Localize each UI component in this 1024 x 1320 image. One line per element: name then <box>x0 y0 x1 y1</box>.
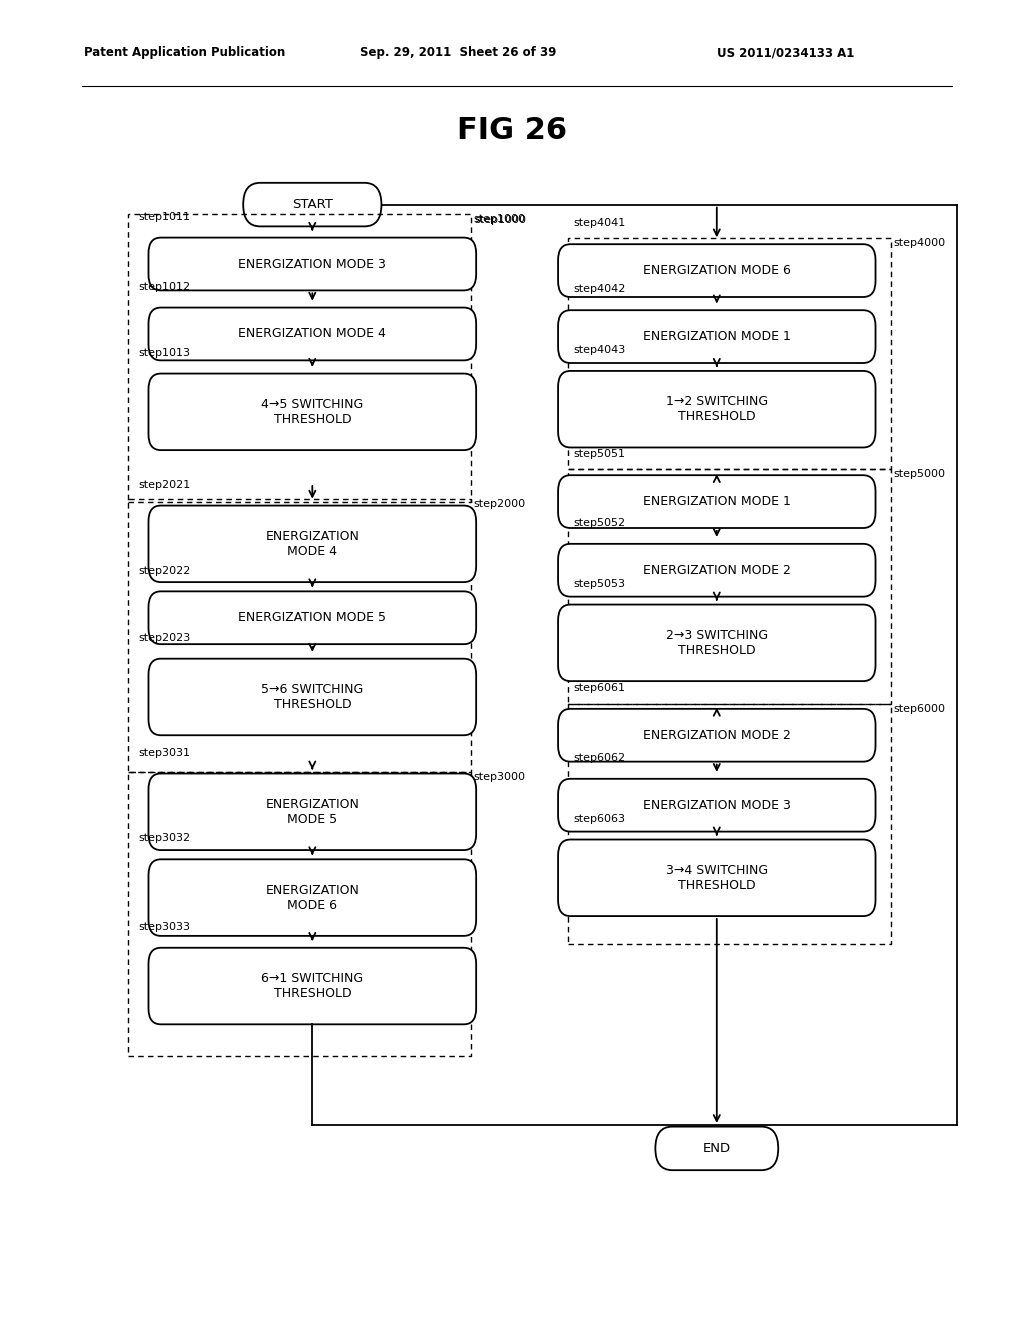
Text: step5052: step5052 <box>573 517 626 528</box>
Text: END: END <box>702 1142 731 1155</box>
FancyBboxPatch shape <box>148 308 476 360</box>
FancyBboxPatch shape <box>558 605 876 681</box>
FancyBboxPatch shape <box>558 709 876 762</box>
FancyBboxPatch shape <box>558 371 876 447</box>
Text: step6061: step6061 <box>573 682 626 693</box>
Text: step4041: step4041 <box>573 218 626 228</box>
Text: step1000: step1000 <box>473 214 525 224</box>
Text: step1012: step1012 <box>138 281 190 292</box>
FancyBboxPatch shape <box>244 182 381 226</box>
FancyBboxPatch shape <box>148 374 476 450</box>
Text: step2022: step2022 <box>138 565 190 576</box>
Text: ENERGIZATION MODE 5: ENERGIZATION MODE 5 <box>239 611 386 624</box>
FancyBboxPatch shape <box>558 779 876 832</box>
Text: step3032: step3032 <box>138 833 190 843</box>
FancyBboxPatch shape <box>148 506 476 582</box>
Text: 4→5 SWITCHING
THRESHOLD: 4→5 SWITCHING THRESHOLD <box>261 397 364 426</box>
Text: 1→2 SWITCHING
THRESHOLD: 1→2 SWITCHING THRESHOLD <box>666 395 768 424</box>
Text: ENERGIZATION
MODE 5: ENERGIZATION MODE 5 <box>265 797 359 826</box>
Text: Patent Application Publication: Patent Application Publication <box>84 46 286 59</box>
Text: step4000: step4000 <box>893 238 945 248</box>
Text: step1013: step1013 <box>138 347 190 358</box>
Text: ENERGIZATION MODE 3: ENERGIZATION MODE 3 <box>239 257 386 271</box>
FancyBboxPatch shape <box>558 310 876 363</box>
Text: step2023: step2023 <box>138 632 190 643</box>
Text: step6000: step6000 <box>893 704 945 714</box>
Text: step5053: step5053 <box>573 578 626 589</box>
FancyBboxPatch shape <box>148 859 476 936</box>
Text: ENERGIZATION MODE 4: ENERGIZATION MODE 4 <box>239 327 386 341</box>
Text: 2→3 SWITCHING
THRESHOLD: 2→3 SWITCHING THRESHOLD <box>666 628 768 657</box>
Text: Sep. 29, 2011  Sheet 26 of 39: Sep. 29, 2011 Sheet 26 of 39 <box>360 46 557 59</box>
Text: ENERGIZATION MODE 1: ENERGIZATION MODE 1 <box>643 330 791 343</box>
Text: ENERGIZATION MODE 1: ENERGIZATION MODE 1 <box>643 495 791 508</box>
FancyBboxPatch shape <box>148 238 476 290</box>
FancyBboxPatch shape <box>558 840 876 916</box>
FancyBboxPatch shape <box>148 948 476 1024</box>
FancyBboxPatch shape <box>558 244 876 297</box>
Text: step4042: step4042 <box>573 284 626 294</box>
Text: 5→6 SWITCHING
THRESHOLD: 5→6 SWITCHING THRESHOLD <box>261 682 364 711</box>
Text: ENERGIZATION MODE 3: ENERGIZATION MODE 3 <box>643 799 791 812</box>
Text: START: START <box>292 198 333 211</box>
Text: ENERGIZATION
MODE 4: ENERGIZATION MODE 4 <box>265 529 359 558</box>
Text: step6063: step6063 <box>573 813 626 824</box>
FancyBboxPatch shape <box>558 544 876 597</box>
FancyBboxPatch shape <box>148 774 476 850</box>
Text: step3033: step3033 <box>138 921 190 932</box>
FancyBboxPatch shape <box>148 659 476 735</box>
Text: step4043: step4043 <box>573 345 626 355</box>
Text: 3→4 SWITCHING
THRESHOLD: 3→4 SWITCHING THRESHOLD <box>666 863 768 892</box>
Text: ENERGIZATION MODE 6: ENERGIZATION MODE 6 <box>643 264 791 277</box>
Text: FIG 26: FIG 26 <box>457 116 567 145</box>
Text: step3000: step3000 <box>473 772 525 783</box>
Text: ENERGIZATION MODE 2: ENERGIZATION MODE 2 <box>643 729 791 742</box>
Text: step2021: step2021 <box>138 479 190 490</box>
Text: ENERGIZATION
MODE 6: ENERGIZATION MODE 6 <box>265 883 359 912</box>
Text: step5051: step5051 <box>573 449 626 459</box>
FancyBboxPatch shape <box>655 1126 778 1171</box>
Text: 6→1 SWITCHING
THRESHOLD: 6→1 SWITCHING THRESHOLD <box>261 972 364 1001</box>
Text: step1000: step1000 <box>474 215 526 226</box>
Text: step6062: step6062 <box>573 752 626 763</box>
Text: step3031: step3031 <box>138 747 190 758</box>
Text: step1011: step1011 <box>138 211 190 222</box>
FancyBboxPatch shape <box>148 591 476 644</box>
Text: step2000: step2000 <box>473 499 525 510</box>
FancyBboxPatch shape <box>558 475 876 528</box>
Text: step5000: step5000 <box>893 469 945 479</box>
Text: US 2011/0234133 A1: US 2011/0234133 A1 <box>717 46 854 59</box>
Text: ENERGIZATION MODE 2: ENERGIZATION MODE 2 <box>643 564 791 577</box>
